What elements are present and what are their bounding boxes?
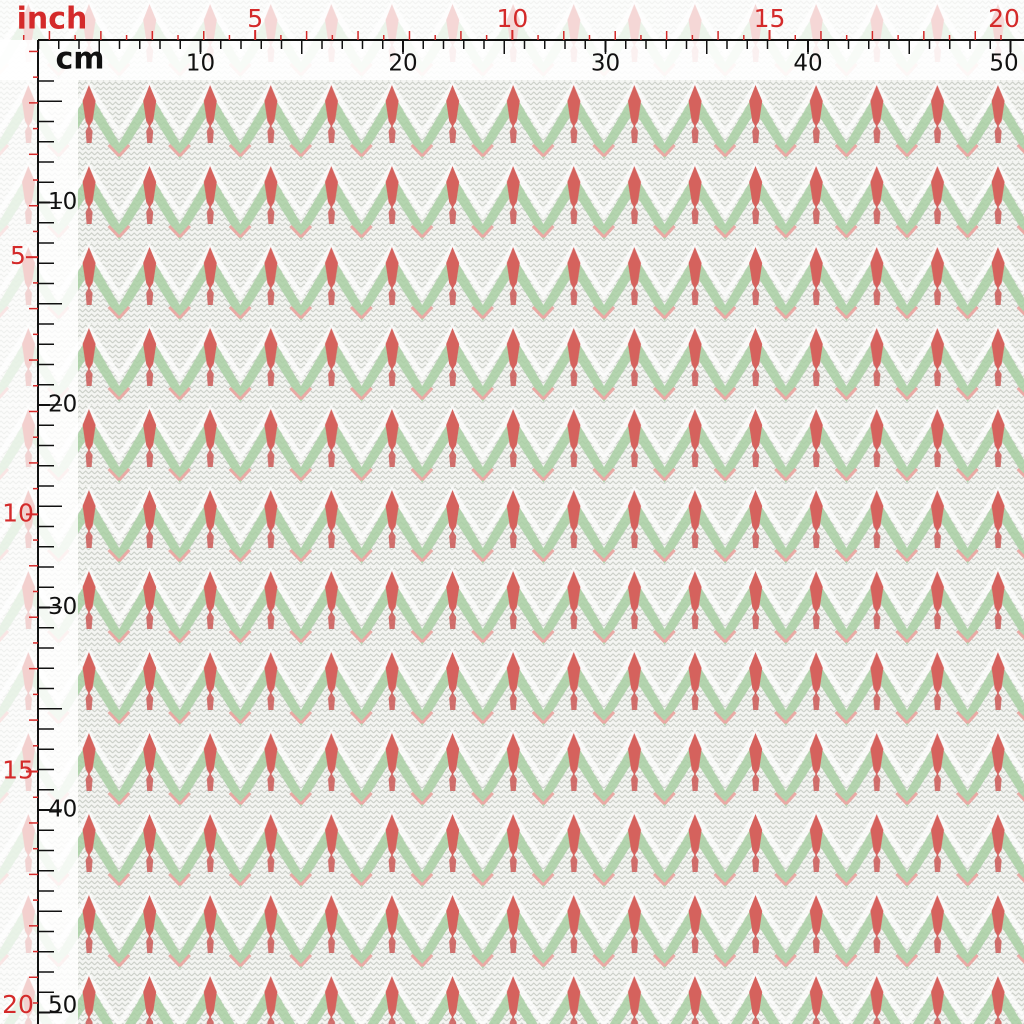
cm-unit: cm: [55, 42, 104, 77]
cm-label-top: 50: [989, 51, 1018, 77]
inch-label-left: 5: [10, 241, 26, 270]
inch-label-top: 5: [247, 4, 263, 33]
inch-label-top: 15: [754, 4, 786, 33]
cm-label-left: 40: [48, 797, 77, 823]
inch-label-top: 20: [988, 4, 1020, 33]
cm-label-left: 50: [48, 993, 77, 1019]
cm-band-top: [0, 40, 1024, 80]
inch-label-top: 10: [496, 4, 528, 33]
inch-label-left: 10: [2, 498, 34, 527]
cm-label-top: 10: [186, 51, 215, 77]
cm-band-left: [38, 80, 78, 1024]
inch-unit: inch: [17, 2, 88, 37]
inch-label-left: 15: [2, 756, 34, 785]
cm-label-top: 40: [793, 51, 822, 77]
cm-label-left: 30: [48, 594, 77, 620]
cm-label-top: 20: [388, 51, 417, 77]
cm-label-left: 20: [48, 392, 77, 418]
cm-label-top: 30: [591, 51, 620, 77]
cm-label-left: 10: [48, 189, 77, 215]
inch-label-left: 20: [2, 990, 34, 1019]
inch-band-left: [0, 40, 38, 1024]
